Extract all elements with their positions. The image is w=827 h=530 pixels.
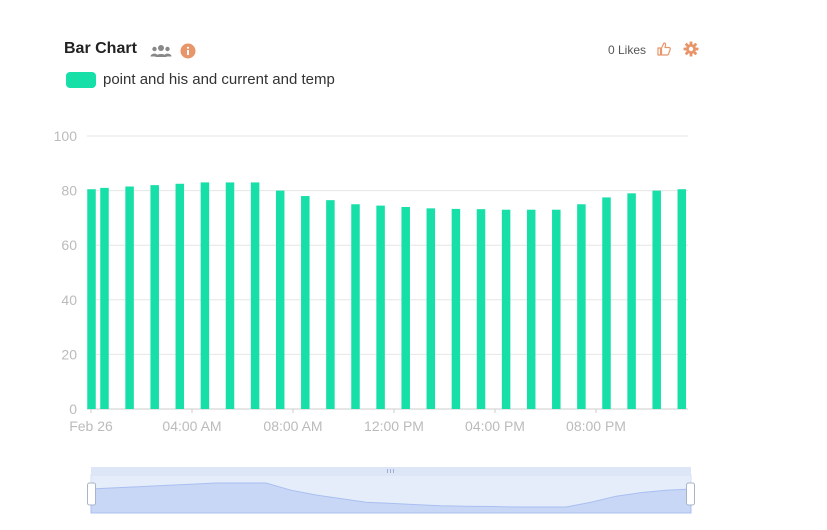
info-icon[interactable] xyxy=(180,43,196,59)
bar[interactable] xyxy=(351,204,360,409)
bar[interactable] xyxy=(602,197,611,409)
x-axis: Feb 26 04:00 AM 08:00 AM 12:00 PM 04:00 PM 08… xyxy=(69,409,626,434)
chart-grid xyxy=(87,135,688,410)
bar[interactable] xyxy=(652,190,661,409)
y-tick-label: 80 xyxy=(61,183,77,199)
y-tick-label: 40 xyxy=(61,292,77,308)
slider-right-handle[interactable] xyxy=(686,482,695,506)
y-axis: 0 20 40 60 80 100 xyxy=(54,128,78,417)
bar[interactable] xyxy=(501,209,511,409)
bar[interactable] xyxy=(376,205,385,409)
chart-title: Bar Chart xyxy=(64,40,137,57)
x-tick-label: 04:00 AM xyxy=(162,418,221,434)
bar[interactable] xyxy=(401,206,410,409)
bar[interactable] xyxy=(552,209,561,409)
y-tick-label: 100 xyxy=(54,128,78,144)
bar[interactable] xyxy=(200,182,210,409)
slider-grip-icon[interactable] xyxy=(387,469,394,473)
bar[interactable] xyxy=(426,208,436,409)
bar[interactable] xyxy=(87,189,96,409)
x-tick-label: 08:00 PM xyxy=(566,418,626,434)
slider-preview-area xyxy=(90,482,692,514)
bar[interactable] xyxy=(250,182,260,409)
users-icon xyxy=(150,45,172,57)
legend-swatch[interactable] xyxy=(66,72,96,88)
bar[interactable] xyxy=(627,193,636,409)
y-tick-label: 0 xyxy=(69,401,77,417)
bar[interactable] xyxy=(301,196,310,409)
bar[interactable] xyxy=(326,200,335,409)
bar[interactable] xyxy=(225,182,235,409)
bar[interactable] xyxy=(526,209,536,409)
x-tick-label: 08:00 AM xyxy=(263,418,322,434)
chart-bars xyxy=(87,182,687,409)
chart-header: Bar Chart 0 Likes xyxy=(64,38,704,66)
bar[interactable] xyxy=(125,186,134,409)
bar[interactable] xyxy=(577,204,586,409)
bar[interactable] xyxy=(451,208,461,409)
gear-icon[interactable] xyxy=(683,41,699,57)
bar[interactable] xyxy=(677,189,687,409)
likes-count: 0 Likes xyxy=(607,43,646,57)
bar[interactable] xyxy=(476,209,486,409)
thumbs-up-icon[interactable] xyxy=(656,41,672,57)
bar[interactable] xyxy=(275,190,285,409)
x-tick-label: 04:00 PM xyxy=(465,418,525,434)
slider-left-handle[interactable] xyxy=(87,482,96,506)
y-tick-label: 20 xyxy=(61,346,77,362)
y-tick-label: 60 xyxy=(61,237,77,253)
bar[interactable] xyxy=(175,183,185,409)
bar[interactable] xyxy=(150,185,159,409)
bar[interactable] xyxy=(100,187,109,409)
legend-label[interactable]: point and his and current and temp xyxy=(103,71,335,88)
x-tick-label: Feb 26 xyxy=(69,418,113,434)
x-tick-label: 12:00 PM xyxy=(364,418,424,434)
zoom-slider xyxy=(87,467,695,514)
